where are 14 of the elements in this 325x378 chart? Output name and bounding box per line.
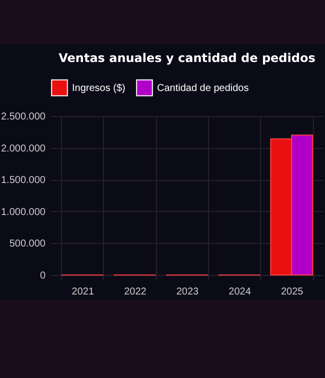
x-tick-label: 2025 [280, 286, 304, 298]
y-tick-label: 2.500.000 [1, 112, 46, 122]
chart-title: Ventas anuales y cantidad de pedidos [58, 51, 316, 65]
x-tick-label: 2023 [176, 286, 200, 298]
y-tick-label: 1.500.000 [1, 175, 46, 186]
x-tick-label: 2024 [228, 286, 252, 298]
legend-label: Cantidad de pedidos [157, 82, 249, 94]
legend-label: Ingresos ($) [72, 82, 126, 94]
y-tick-label: 500.000 [9, 238, 46, 250]
y-tick-label: 1.000.000 [1, 206, 46, 218]
y-tick-label: 0 [40, 270, 46, 282]
x-tick-label: 2021 [72, 286, 94, 298]
x-tick-label: 2022 [124, 286, 147, 298]
y-tick-label: 2.000.000 [1, 143, 46, 154]
